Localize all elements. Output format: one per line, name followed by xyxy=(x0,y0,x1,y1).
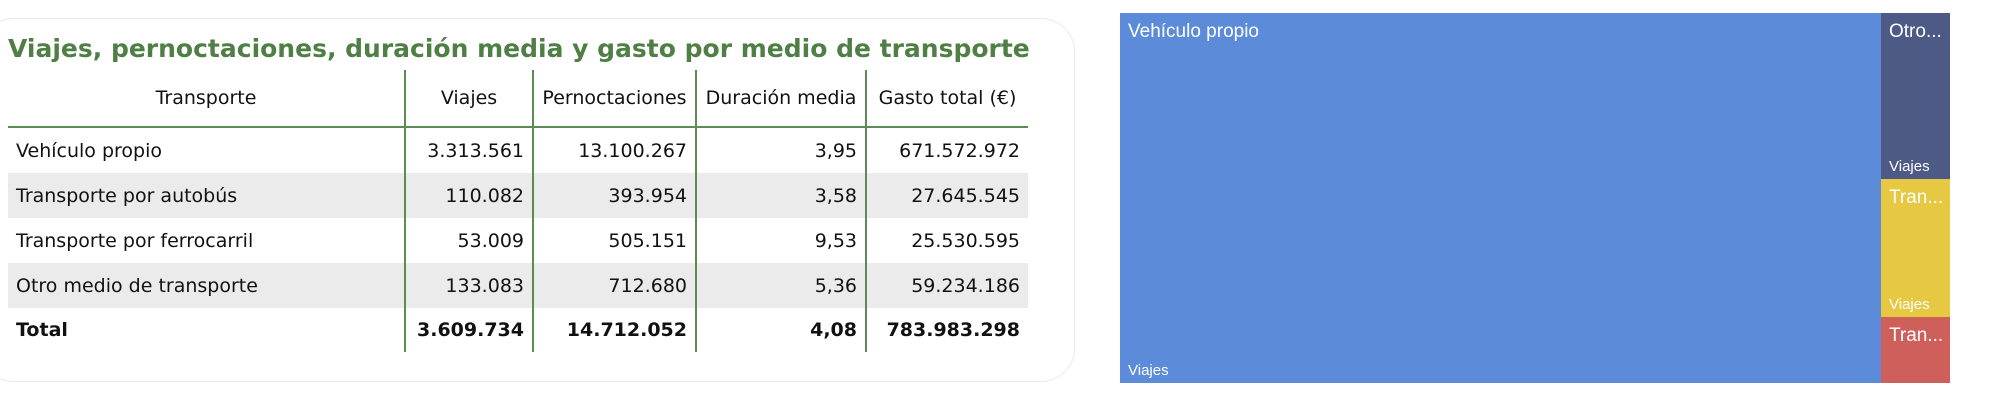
table-cell: 133.083 xyxy=(404,263,533,308)
table-cell: 783.983.298 xyxy=(865,308,1028,352)
table-row: Transporte por ferrocarril 53.009 505.151 9… xyxy=(8,218,1028,263)
table-cell: Transporte por ferrocarril xyxy=(16,229,254,252)
table-cell: Transporte por autobús xyxy=(8,173,405,218)
header-gasto[interactable]: Gasto total (€) xyxy=(865,70,1028,128)
table-cell: 712.680 xyxy=(532,263,696,308)
table-cell: Vehículo propio xyxy=(16,139,163,162)
tile-label: Otro... xyxy=(1889,21,1942,42)
table-cell: 25.530.595 xyxy=(865,218,1028,263)
treemap-tile-ferrocarril[interactable]: Tran... xyxy=(1881,317,1950,383)
table-cell: 13.100.267 xyxy=(532,127,696,173)
treemap-tile-autobus[interactable]: Tran... Viajes xyxy=(1881,179,1950,317)
table-title: Viajes, pernoctaciones, duración media y… xyxy=(8,34,1030,63)
table-cell: 3.609.734 xyxy=(404,308,533,352)
table-cell: 4,08 xyxy=(695,308,866,352)
transport-table: Transporte Viajes Pernoctaciones Duració… xyxy=(8,70,1028,352)
table-cell: 5,36 xyxy=(695,263,866,308)
table-cell: 110.082 xyxy=(404,173,533,218)
tile-label: Vehículo propio xyxy=(1128,21,1259,42)
table-cell: 27.645.545 xyxy=(865,173,1028,218)
table-cell: Otro medio de transporte xyxy=(8,263,405,308)
header-duracion[interactable]: Duración media xyxy=(695,70,866,128)
table-row: Otro medio de transporte 133.083 712.680 5,… xyxy=(8,263,1028,308)
table-cell: 3.313.561 xyxy=(404,127,533,173)
tile-label: Tran... xyxy=(1889,187,1944,208)
treemap-tile-vehiculo[interactable]: Vehículo propio Viajes xyxy=(1120,13,1881,383)
header-pernoctaciones[interactable]: Pernoctaciones xyxy=(532,70,696,128)
table-cell: 671.572.972 xyxy=(865,127,1028,173)
table-cell: 505.151 xyxy=(532,218,696,263)
table-row: Transporte por autobús 110.082 393.954 3,58… xyxy=(8,173,1028,218)
table-row: Total 3.609.734 14.712.052 4,08 783.983.298 xyxy=(8,308,1028,352)
table-cell: 3,95 xyxy=(695,127,866,173)
table-cell: 59.234.186 xyxy=(865,263,1028,308)
table-row: Vehículo propio 3.313.561 13.100.267 3,95 67… xyxy=(8,127,1028,173)
table-cell: 14.712.052 xyxy=(532,308,696,352)
tile-measure: Viajes xyxy=(1889,158,1930,175)
table-cell: 53.009 xyxy=(404,218,533,263)
tile-measure: Viajes xyxy=(1889,296,1930,313)
header-transporte[interactable]: Transporte xyxy=(8,70,405,128)
treemap-tile-otro[interactable]: Otro... Viajes xyxy=(1881,13,1950,179)
table-cell: 3,58 xyxy=(695,173,866,218)
header-row: Transporte Viajes Pernoctaciones Duració… xyxy=(8,70,1028,128)
tile-measure: Viajes xyxy=(1128,362,1169,379)
tile-label: Tran... xyxy=(1889,325,1944,346)
table-cell: 393.954 xyxy=(532,173,696,218)
header-viajes[interactable]: Viajes xyxy=(404,70,533,128)
table-cell: Total xyxy=(16,319,68,341)
table-cell: 9,53 xyxy=(695,218,866,263)
